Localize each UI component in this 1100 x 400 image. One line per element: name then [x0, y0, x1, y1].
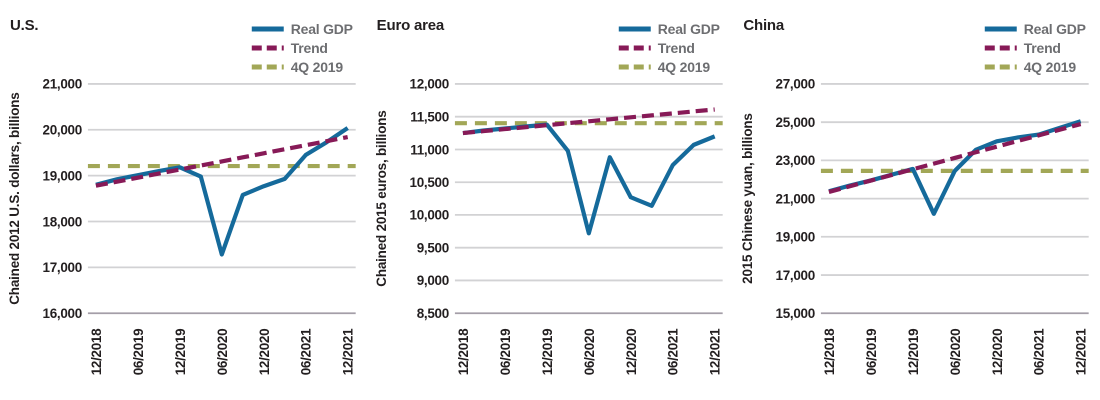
trend-line	[462, 107, 715, 136]
real-gdp-line	[95, 126, 349, 257]
legend-label: Real GDP	[1024, 21, 1086, 37]
y-tick-label: 9,000	[416, 273, 448, 288]
x-tick-label: 12/2021	[1074, 328, 1089, 375]
y-tick-label: 20,000	[43, 123, 82, 138]
x-tick-label: 12/2020	[257, 329, 272, 376]
real-gdp-line	[462, 122, 716, 236]
x-tick-label: 06/2020	[215, 329, 230, 376]
x-tick-label: 12/2018	[89, 328, 104, 375]
x-tick-label: 12/2020	[623, 329, 638, 376]
x-tick-label: 06/2021	[299, 328, 314, 375]
x-tick-label: 06/2019	[498, 329, 513, 376]
y-tick-label: 18,000	[43, 214, 82, 229]
x-tick-label: 12/2021	[341, 328, 356, 375]
legend-label: 4Q 2019	[1024, 59, 1077, 75]
x-tick-label: 12/2018	[456, 328, 471, 375]
plot-svg-euro-area: 12,000 11,500 11,000 10,500 10,000 9,500 9,000…	[374, 21, 723, 376]
x-tick-label: 12/2021	[707, 328, 722, 375]
legend-label: Trend	[1024, 40, 1061, 56]
chart-panel-china: China 27,000 25,000 23,000 21,000 19,000 17,0…	[733, 0, 1100, 400]
y-tick-label: 19,000	[776, 230, 815, 245]
x-tick-label: 06/2020	[948, 329, 963, 376]
y-tick-label: 11,500	[410, 109, 449, 124]
legend-label: Trend	[657, 40, 694, 56]
y-tick-label: 8,500	[416, 306, 448, 321]
y-tick-label: 10,500	[409, 175, 448, 190]
y-tick-label: 25,000	[776, 115, 815, 130]
x-tick-label: 06/2019	[864, 329, 879, 376]
y-tick-label: 19,000	[43, 168, 82, 183]
y-tick-label: 27,000	[776, 77, 815, 92]
x-tick-label: 06/2021	[665, 328, 680, 375]
chart-panel-us: U.S. 21,000 20,000 19,000 18,000 17,000 16,00…	[0, 0, 367, 400]
x-tick-label: 12/2018	[822, 328, 837, 375]
y-axis-label: 2015 Chinese yuan, billions	[740, 113, 755, 284]
y-tick-label: 17,000	[43, 260, 82, 275]
y-tick-label: 10,000	[409, 208, 448, 223]
trend-line	[95, 135, 349, 188]
y-tick-label: 16,000	[43, 306, 82, 321]
legend-label: Real GDP	[291, 21, 353, 37]
y-tick-label: 11,000	[410, 142, 449, 157]
x-tick-label: 06/2021	[1032, 328, 1047, 375]
x-tick-label: 06/2020	[581, 329, 596, 376]
y-tick-label: 23,000	[776, 153, 815, 168]
y-tick-label: 9,500	[416, 240, 448, 255]
y-axis-label: Chained 2015 euros, billions	[374, 110, 389, 286]
y-tick-label: 21,000	[776, 191, 815, 206]
plot-svg-us: 21,000 20,000 19,000 18,000 17,000 16,000 Chai…	[7, 21, 356, 376]
legend-label: 4Q 2019	[657, 59, 710, 75]
x-tick-label: 12/2019	[173, 329, 188, 376]
y-tick-label: 12,000	[409, 77, 448, 92]
y-axis-label: Chained 2012 U.S. dollars, billions	[7, 92, 22, 304]
x-tick-label: 12/2020	[990, 329, 1005, 376]
chart-title: U.S.	[10, 17, 39, 34]
y-tick-label: 17,000	[776, 268, 815, 283]
chart-title: China	[743, 17, 785, 34]
y-tick-label: 21,000	[43, 77, 82, 92]
plot-svg-china: 27,000 25,000 23,000 21,000 19,000 17,000 15,0…	[740, 21, 1089, 376]
x-tick-label: 06/2019	[131, 329, 146, 376]
x-tick-label: 12/2019	[906, 329, 921, 376]
chart-title: Euro area	[376, 17, 445, 34]
legend-label: Trend	[291, 40, 328, 56]
legend-label: Real GDP	[657, 21, 719, 37]
trend-line	[828, 122, 1082, 194]
x-tick-label: 12/2019	[540, 329, 555, 376]
y-tick-label: 15,000	[776, 306, 815, 321]
chart-panel-euro-area: Euro area 12,000 11,500 11,000 10,500 10,000…	[367, 0, 734, 400]
legend-label: 4Q 2019	[291, 59, 344, 75]
